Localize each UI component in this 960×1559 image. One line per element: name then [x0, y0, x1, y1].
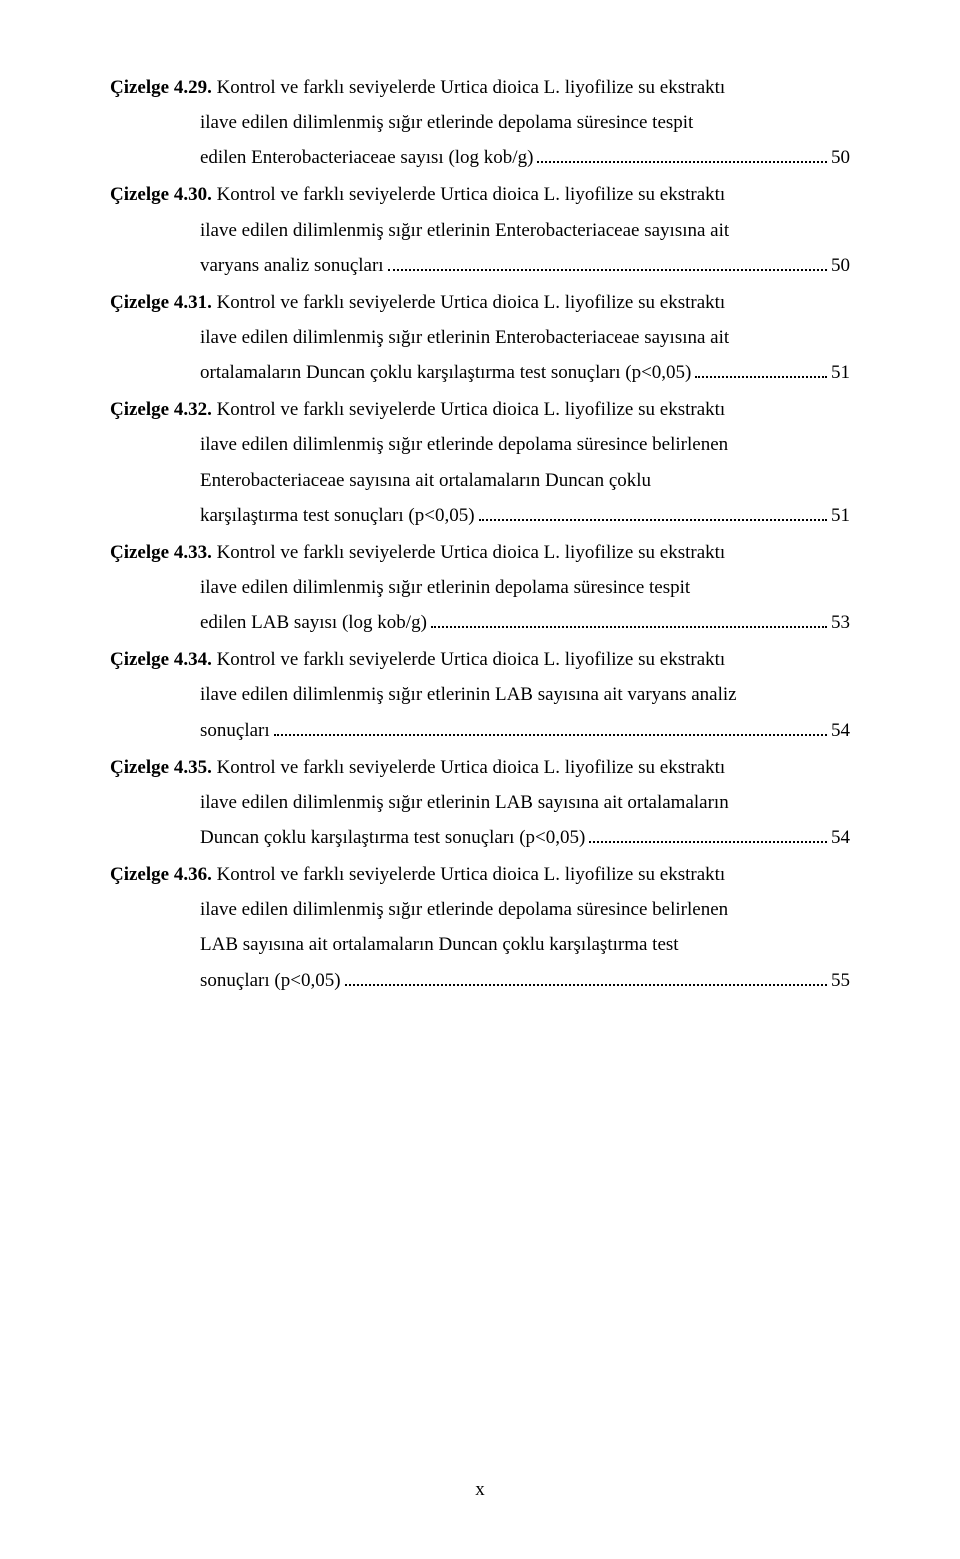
toc-entry-cont-line: ilave edilen dilimlenmiş sığır etlerinde… — [110, 105, 850, 140]
toc-entry-label: Çizelge 4.29. — [110, 77, 212, 98]
toc-entry: Çizelge 4.29. Kontrol ve farklı seviyele… — [110, 70, 850, 175]
toc-entry-page: 50 — [831, 140, 850, 175]
toc-entry-cont-line: ilave edilen dilimlenmiş sığır etlerinin… — [110, 213, 850, 248]
toc-entry-cont-line: LAB sayısına ait ortalamaların Duncan ço… — [110, 927, 850, 962]
toc-entry-last-line: karşılaştırma test sonuçları (p<0,05) 51 — [110, 498, 850, 533]
dot-leader — [479, 502, 827, 521]
toc-entry-text: Kontrol ve farklı seviyelerde Urtica dio… — [212, 292, 725, 313]
toc-entry-label: Çizelge 4.30. — [110, 184, 212, 205]
toc-entry-last-line: edilen Enterobacteriaceae sayısı (log ko… — [110, 140, 850, 175]
toc-entry-first-line: Çizelge 4.29. Kontrol ve farklı seviyele… — [110, 70, 850, 105]
toc-entry-text: Kontrol ve farklı seviyelerde Urtica dio… — [212, 757, 725, 778]
toc-entry-cont-line: ilave edilen dilimlenmiş sığır etlerinin… — [110, 785, 850, 820]
dot-leader — [274, 716, 827, 735]
toc-entry-last-line: sonuçları 54 — [110, 713, 850, 748]
toc-entry-page: 51 — [831, 355, 850, 390]
toc-entry: Çizelge 4.30. Kontrol ve farklı seviyele… — [110, 177, 850, 282]
list-of-figures: Çizelge 4.29. Kontrol ve farklı seviyele… — [110, 70, 850, 998]
toc-entry-label: Çizelge 4.31. — [110, 292, 212, 313]
toc-entry: Çizelge 4.31. Kontrol ve farklı seviyele… — [110, 285, 850, 390]
toc-entry: Çizelge 4.33. Kontrol ve farklı seviyele… — [110, 535, 850, 640]
toc-entry: Çizelge 4.36. Kontrol ve farklı seviyele… — [110, 857, 850, 998]
page-number-roman: x — [475, 1479, 485, 1500]
toc-entry-last-text: sonuçları — [200, 713, 270, 748]
toc-entry-first-line: Çizelge 4.32. Kontrol ve farklı seviyele… — [110, 392, 850, 427]
toc-entry-text: Kontrol ve farklı seviyelerde Urtica dio… — [212, 77, 725, 98]
toc-entry: Çizelge 4.32. Kontrol ve farklı seviyele… — [110, 392, 850, 533]
toc-entry-last-line: Duncan çoklu karşılaştırma test sonuçlar… — [110, 820, 850, 855]
toc-entry-cont-line: ilave edilen dilimlenmiş sığır etlerinde… — [110, 892, 850, 927]
toc-entry-cont-line: Enterobacteriaceae sayısına ait ortalama… — [110, 463, 850, 498]
page: Çizelge 4.29. Kontrol ve farklı seviyele… — [0, 0, 960, 1559]
dot-leader — [388, 252, 827, 271]
toc-entry-cont-line: ilave edilen dilimlenmiş sığır etlerinin… — [110, 570, 850, 605]
toc-entry-first-line: Çizelge 4.36. Kontrol ve farklı seviyele… — [110, 857, 850, 892]
toc-entry-cont-line: ilave edilen dilimlenmiş sığır etlerinde… — [110, 427, 850, 462]
toc-entry-first-line: Çizelge 4.31. Kontrol ve farklı seviyele… — [110, 285, 850, 320]
toc-entry-last-text: ortalamaların Duncan çoklu karşılaştırma… — [200, 355, 691, 390]
toc-entry-last-text: karşılaştırma test sonuçları (p<0,05) — [200, 498, 475, 533]
dot-leader — [431, 609, 827, 628]
toc-entry-page: 51 — [831, 498, 850, 533]
page-footer: x — [0, 1472, 960, 1507]
toc-entry-last-text: edilen LAB sayısı (log kob/g) — [200, 605, 427, 640]
toc-entry-first-line: Çizelge 4.30. Kontrol ve farklı seviyele… — [110, 177, 850, 212]
toc-entry-page: 55 — [831, 963, 850, 998]
toc-entry-label: Çizelge 4.32. — [110, 399, 212, 420]
toc-entry-page: 54 — [831, 713, 850, 748]
toc-entry-label: Çizelge 4.35. — [110, 757, 212, 778]
toc-entry-label: Çizelge 4.33. — [110, 542, 212, 563]
toc-entry-last-line: varyans analiz sonuçları 50 — [110, 248, 850, 283]
toc-entry-last-text: varyans analiz sonuçları — [200, 248, 384, 283]
toc-entry-cont-line: ilave edilen dilimlenmiş sığır etlerinin… — [110, 677, 850, 712]
toc-entry-first-line: Çizelge 4.35. Kontrol ve farklı seviyele… — [110, 750, 850, 785]
toc-entry-label: Çizelge 4.36. — [110, 864, 212, 885]
toc-entry: Çizelge 4.35. Kontrol ve farklı seviyele… — [110, 750, 850, 855]
toc-entry-label: Çizelge 4.34. — [110, 649, 212, 670]
dot-leader — [537, 144, 827, 163]
toc-entry-last-line: ortalamaların Duncan çoklu karşılaştırma… — [110, 355, 850, 390]
toc-entry: Çizelge 4.34. Kontrol ve farklı seviyele… — [110, 642, 850, 747]
toc-entry-page: 54 — [831, 820, 850, 855]
toc-entry-first-line: Çizelge 4.34. Kontrol ve farklı seviyele… — [110, 642, 850, 677]
toc-entry-cont-line: ilave edilen dilimlenmiş sığır etlerinin… — [110, 320, 850, 355]
toc-entry-last-text: sonuçları (p<0,05) — [200, 963, 341, 998]
toc-entry-last-line: edilen LAB sayısı (log kob/g) 53 — [110, 605, 850, 640]
toc-entry-page: 53 — [831, 605, 850, 640]
toc-entry-last-line: sonuçları (p<0,05) 55 — [110, 963, 850, 998]
toc-entry-last-text: Duncan çoklu karşılaştırma test sonuçlar… — [200, 820, 585, 855]
toc-entry-text: Kontrol ve farklı seviyelerde Urtica dio… — [212, 399, 725, 420]
toc-entry-page: 50 — [831, 248, 850, 283]
toc-entry-text: Kontrol ve farklı seviyelerde Urtica dio… — [212, 184, 725, 205]
dot-leader — [345, 966, 827, 985]
toc-entry-first-line: Çizelge 4.33. Kontrol ve farklı seviyele… — [110, 535, 850, 570]
dot-leader — [589, 824, 827, 843]
toc-entry-last-text: edilen Enterobacteriaceae sayısı (log ko… — [200, 140, 533, 175]
toc-entry-text: Kontrol ve farklı seviyelerde Urtica dio… — [212, 542, 725, 563]
dot-leader — [695, 359, 827, 378]
toc-entry-text: Kontrol ve farklı seviyelerde Urtica dio… — [212, 649, 725, 670]
toc-entry-text: Kontrol ve farklı seviyelerde Urtica dio… — [212, 864, 725, 885]
